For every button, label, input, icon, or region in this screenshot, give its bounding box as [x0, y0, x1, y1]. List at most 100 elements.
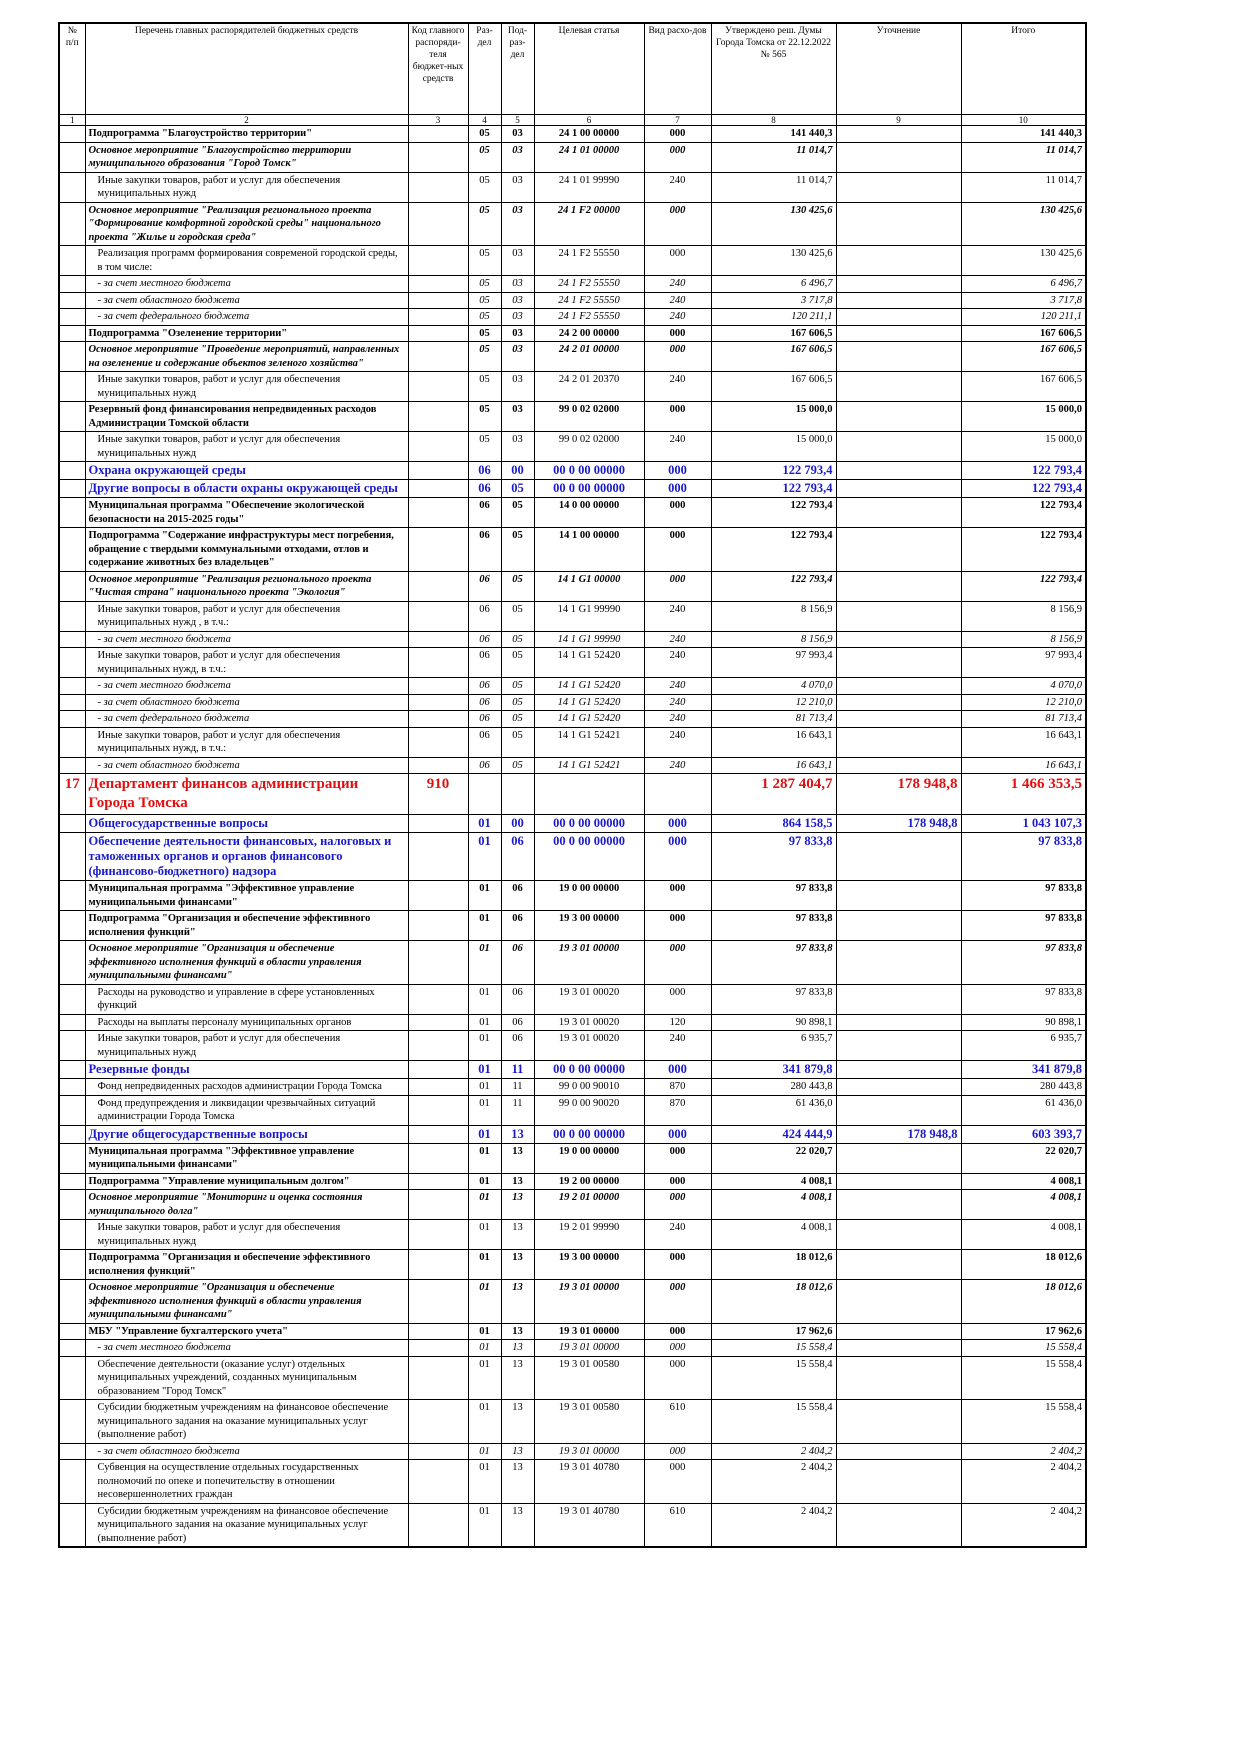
target-article: 19 2 01 00000: [533, 1189, 645, 1220]
section: 05: [467, 341, 502, 372]
row-number: [58, 431, 86, 462]
row-number: [58, 1339, 86, 1357]
approved-amount: 1 287 404,7: [710, 773, 837, 815]
adjustment: [835, 291, 962, 309]
subsection: 06: [500, 1013, 535, 1031]
adjustment: [835, 832, 962, 881]
item-name: Другие общегосударственные вопросы: [84, 1124, 409, 1144]
approved-amount: 130 425,6: [710, 201, 837, 246]
item-name: Муниципальная программа "Обеспечение эко…: [84, 497, 409, 528]
table-row: - за счет местного бюджета 06 05 14 1 G1 52…: [58, 677, 1087, 695]
adjustment: [835, 308, 962, 326]
expense-type: 000: [643, 245, 712, 276]
subsection: 03: [500, 371, 535, 402]
subsection: 03: [500, 308, 535, 326]
approved-amount: 167 606,5: [710, 341, 837, 372]
table-row: Другие вопросы в области охраны окружающ…: [58, 479, 1087, 498]
adjustment: [835, 693, 962, 711]
approved-amount: 16 643,1: [710, 726, 837, 758]
adjustment: [835, 401, 962, 432]
target-article: 14 1 00 00000: [533, 527, 645, 572]
approved-amount: 4 008,1: [710, 1219, 837, 1250]
subsection: 03: [500, 291, 535, 309]
approved-amount: 122 793,4: [710, 527, 837, 572]
adjustment: [835, 880, 962, 911]
section: 01: [467, 1172, 502, 1190]
item-name: Основное мероприятие "Проведение меропри…: [84, 341, 409, 372]
expense-type: 000: [643, 201, 712, 246]
target-article: 19 3 01 00020: [533, 1030, 645, 1061]
expense-type: 000: [643, 461, 712, 480]
admin-code: [407, 341, 469, 372]
subsection: [500, 773, 535, 815]
item-name: Муниципальная программа "Эффективное упр…: [84, 1142, 409, 1174]
total: 97 993,4: [960, 647, 1087, 678]
expense-type: 000: [643, 880, 712, 911]
adjustment: [835, 201, 962, 246]
total: 12 210,0: [960, 693, 1087, 711]
row-number: [58, 1142, 86, 1174]
header-cell: Перечень главных распорядителей бюджетны…: [84, 22, 409, 115]
approved-amount: 2 404,2: [710, 1459, 837, 1504]
admin-code: [407, 1030, 469, 1061]
admin-code: [407, 141, 469, 173]
section: 01: [467, 1502, 502, 1548]
header-cell: Раз-дел: [467, 22, 502, 115]
table-row: Подпрограмма "Благоустройство территории…: [58, 125, 1087, 143]
expense-type: 240: [643, 630, 712, 648]
item-name: Иные закупки товаров, работ и услуг для …: [84, 1030, 409, 1061]
subsection: 13: [500, 1322, 535, 1340]
header-cell: Утверждено реш. Думы Города Томска от 22…: [710, 22, 837, 115]
admin-code: [407, 461, 469, 480]
total: 167 606,5: [960, 324, 1087, 342]
expense-type: 000: [643, 1124, 712, 1144]
admin-code: [407, 1094, 469, 1126]
section: 05: [467, 324, 502, 342]
admin-code: [407, 693, 469, 711]
total: 90 898,1: [960, 1013, 1087, 1031]
adjustment: [835, 1502, 962, 1548]
table-row: Фонд непредвиденных расходов администрац…: [58, 1078, 1087, 1096]
table-row: Резервный фонд финансирования непредвиде…: [58, 401, 1087, 432]
section: 06: [467, 527, 502, 572]
item-name: Основное мероприятие "Мониторинг и оценк…: [84, 1189, 409, 1220]
section: 06: [467, 497, 502, 528]
target-article: 14 1 G1 00000: [533, 570, 645, 602]
table-row: Иные закупки товаров, работ и услуг для …: [58, 647, 1087, 678]
section: 01: [467, 910, 502, 941]
row-number: [58, 726, 86, 758]
item-name: - за счет местного бюджета: [84, 1339, 409, 1357]
item-name: МБУ "Управление бухгалтерского учета": [84, 1322, 409, 1340]
item-name: Основное мероприятие "Организация и обес…: [84, 940, 409, 985]
approved-amount: 22 020,7: [710, 1142, 837, 1174]
table-row: Основное мероприятие "Реализация региона…: [58, 570, 1087, 602]
subsection: 05: [500, 647, 535, 678]
table-row: Другие общегосударственные вопросы 01 13 00…: [58, 1124, 1087, 1144]
approved-amount: 167 606,5: [710, 324, 837, 342]
approved-amount: 90 898,1: [710, 1013, 837, 1031]
table-row: Иные закупки товаров, работ и услуг для …: [58, 371, 1087, 402]
approved-amount: 280 443,8: [710, 1078, 837, 1096]
item-name: Подпрограмма "Содержание инфраструктуры …: [84, 527, 409, 572]
total: 4 008,1: [960, 1172, 1087, 1190]
adjustment: [835, 479, 962, 498]
approved-amount: 120 211,1: [710, 308, 837, 326]
admin-code: [407, 527, 469, 572]
section: 06: [467, 570, 502, 602]
subsection: 00: [500, 461, 535, 480]
expense-type: 240: [643, 171, 712, 203]
admin-code: [407, 1459, 469, 1504]
item-name: - за счет областного бюджета: [84, 291, 409, 309]
expense-type: 000: [643, 814, 712, 833]
row-number: [58, 527, 86, 572]
admin-code: [407, 1172, 469, 1190]
adjustment: [835, 983, 962, 1015]
adjustment: [835, 1249, 962, 1280]
table-row: Основное мероприятие "Благоустройство те…: [58, 141, 1087, 173]
expense-type: 000: [643, 983, 712, 1015]
admin-code: [407, 324, 469, 342]
section: 01: [467, 1339, 502, 1357]
approved-amount: 97 833,8: [710, 983, 837, 1015]
total: 167 606,5: [960, 371, 1087, 402]
admin-code: [407, 1013, 469, 1031]
